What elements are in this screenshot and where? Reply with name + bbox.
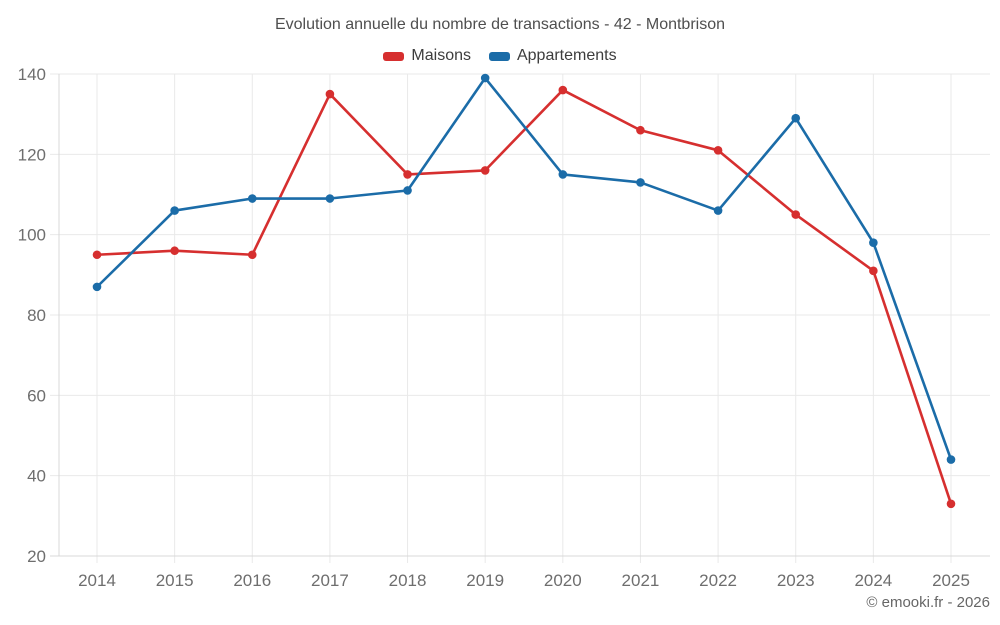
x-tick-label-2021: 2021 (622, 571, 660, 590)
maisons-point-2021[interactable] (636, 125, 645, 135)
x-tick-label-2014: 2014 (78, 571, 116, 590)
maisons-point-2014[interactable] (92, 250, 102, 260)
appartements-point-2024[interactable] (869, 238, 878, 247)
x-tick-label-2022: 2022 (699, 571, 737, 590)
appartements-point-2015[interactable] (170, 206, 179, 215)
maisons-point-2018[interactable] (403, 170, 412, 179)
appartements-point-2014[interactable] (92, 282, 102, 292)
y-tick-label-80: 80 (27, 306, 46, 325)
chart-legend: Maisons Appartements (0, 47, 1000, 65)
legend-label-maisons: Maisons (411, 47, 471, 64)
x-tick-label-2016: 2016 (233, 571, 271, 590)
legend-swatch-appartements (488, 51, 510, 61)
appartements-line (95, 76, 953, 461)
maisons-point-2020[interactable] (558, 85, 568, 95)
x-tick-label-2019: 2019 (466, 571, 504, 590)
maisons-point-2017[interactable] (325, 89, 335, 99)
copyright: © emooki.fr - 2026 (866, 594, 990, 611)
appartements-point-2019[interactable] (480, 73, 490, 83)
legend-item-maisons[interactable]: Maisons (383, 47, 471, 65)
appartements-point-2018[interactable] (403, 186, 412, 195)
x-tick-label-2023: 2023 (777, 571, 815, 590)
maisons-point-2025[interactable] (946, 499, 956, 509)
appartements-point-2023[interactable] (791, 113, 801, 123)
legend-item-appartements[interactable]: Appartements (488, 47, 617, 65)
maisons-point-2023[interactable] (791, 210, 801, 219)
appartements-point-2022[interactable] (713, 206, 723, 215)
y-tick-label-140: 140 (18, 65, 46, 84)
y-tick-label-60: 60 (27, 386, 46, 405)
maisons-point-2022[interactable] (713, 146, 723, 155)
maisons-point-2015[interactable] (170, 246, 179, 256)
maisons-point-2016[interactable] (247, 250, 257, 260)
maisons-point-2024[interactable] (869, 266, 878, 276)
y-tick-label-120: 120 (18, 145, 46, 164)
legend-label-appartements: Appartements (516, 47, 617, 64)
x-tick-label-2015: 2015 (156, 571, 194, 590)
appartements-point-2020[interactable] (558, 170, 568, 179)
chart-title: Evolution annuelle du nombre de transact… (274, 16, 726, 33)
maisons-line (95, 88, 953, 506)
appartements-point-2021[interactable] (636, 178, 645, 187)
x-tick-label-2020: 2020 (544, 571, 582, 590)
x-tick-label-2025: 2025 (932, 571, 970, 590)
x-tick-label-2017: 2017 (311, 571, 349, 590)
appartements-point-2017[interactable] (325, 194, 335, 203)
maisons-point-2019[interactable] (480, 166, 490, 175)
y-tick-label-40: 40 (27, 467, 46, 486)
y-tick-label-20: 20 (27, 547, 46, 566)
x-tick-label-2024: 2024 (854, 571, 892, 590)
x-tick-label-2018: 2018 (389, 571, 427, 590)
appartements-point-2025[interactable] (946, 455, 956, 464)
appartements-point-2016[interactable] (247, 194, 257, 203)
y-tick-label-100: 100 (18, 226, 46, 245)
legend-swatch-maisons (383, 51, 405, 61)
